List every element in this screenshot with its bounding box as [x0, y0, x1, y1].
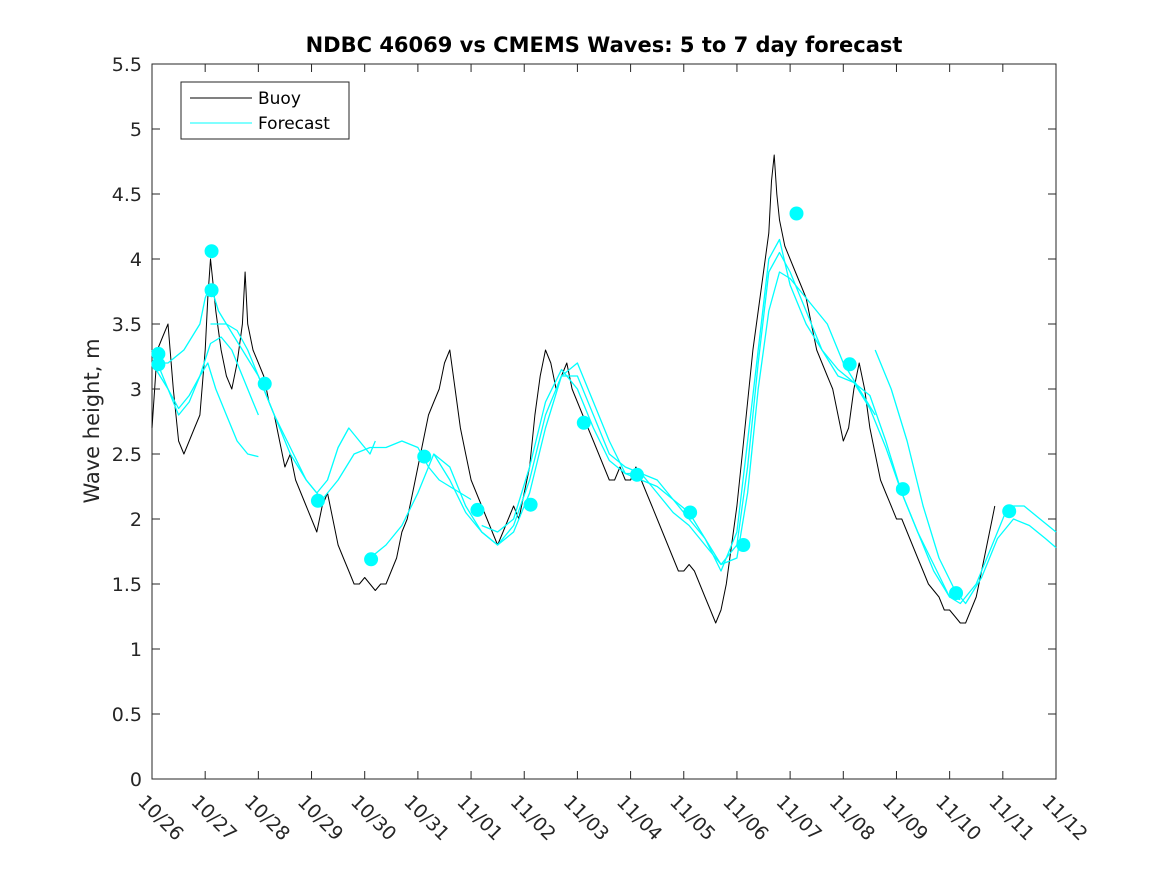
y-tick-label: 5	[130, 119, 142, 141]
legend-buoy-label: Buoy	[258, 89, 301, 109]
forecast-start-marker	[949, 586, 964, 601]
forecast-start-marker	[151, 346, 166, 361]
y-tick-label: 1	[130, 639, 142, 661]
buoy-line	[151, 154, 996, 624]
forecast-line	[481, 251, 1057, 605]
legend-forecast-label: Forecast	[258, 114, 330, 134]
forecast-line	[151, 362, 259, 458]
forecast-start-marker	[204, 244, 219, 259]
forecast-start-marker	[683, 505, 698, 520]
forecast-start-marker	[523, 497, 538, 512]
y-tick-label: 2	[130, 509, 142, 531]
forecast-start-marker	[257, 376, 272, 391]
forecast-line	[874, 349, 1057, 605]
y-tick-label: 1.5	[112, 574, 142, 596]
forecast-start-marker	[629, 467, 644, 482]
forecast-start-marker	[576, 415, 591, 430]
series-layer	[151, 154, 1057, 624]
forecast-start-marker	[417, 449, 432, 464]
forecast-line	[151, 336, 260, 416]
y-tick-label: 5.5	[112, 54, 142, 76]
y-tick-label: 4.5	[112, 184, 142, 206]
y-tick-label: 2.5	[112, 444, 142, 466]
forecast-start-marker	[789, 206, 804, 221]
forecast-line	[210, 323, 472, 501]
plot-area	[151, 63, 1057, 780]
forecast-start-marker	[736, 538, 751, 552]
y-tick-label: 3	[130, 379, 142, 401]
forecast-start-marker	[364, 552, 379, 567]
y-tick-label: 0.5	[112, 704, 142, 726]
y-tick-label: 3.5	[112, 314, 142, 336]
legend-box	[180, 81, 350, 140]
y-axis-label: Wave height, m	[80, 338, 104, 503]
y-tick-label: 4	[130, 249, 142, 271]
forecast-start-marker	[1002, 504, 1017, 519]
forecast-start-marker	[310, 493, 325, 508]
chart-title: NDBC 46069 vs CMEMS Waves: 5 to 7 day fo…	[306, 33, 903, 57]
legend: Buoy Forecast	[180, 81, 350, 140]
plot-frame	[151, 63, 1057, 780]
forecast-start-marker	[842, 357, 857, 372]
forecast-start-marker	[204, 283, 219, 298]
forecast-start-marker	[470, 502, 485, 517]
y-tick-label: 0	[130, 769, 142, 791]
forecast-start-marker	[895, 482, 910, 497]
